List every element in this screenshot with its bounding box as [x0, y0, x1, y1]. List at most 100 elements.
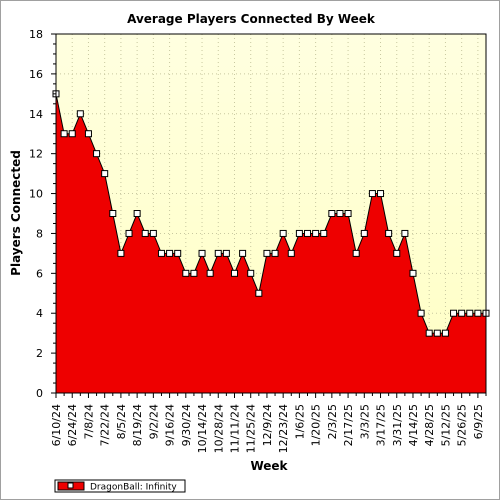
y-tick-label: 14: [29, 108, 43, 121]
data-point: [230, 269, 238, 277]
y-tick-label: 16: [29, 68, 43, 81]
data-point: [206, 269, 214, 277]
x-tick-label: 3/17/25: [375, 404, 388, 446]
data-point: [149, 229, 157, 237]
data-point: [312, 229, 320, 237]
x-axis-ticks: 6/10/24 6/24/24 7/8/24 7/22/24 8/5/24 8/19/24…: [50, 393, 487, 453]
data-point: [466, 309, 474, 317]
data-point: [93, 150, 101, 158]
data-point: [68, 130, 76, 138]
y-tick-label: 6: [36, 267, 43, 280]
data-point: [368, 190, 376, 198]
data-point: [125, 229, 133, 237]
data-point: [295, 229, 303, 237]
y-tick-label: 18: [29, 28, 43, 41]
data-point: [141, 229, 149, 237]
x-tick-label: 8/5/24: [115, 404, 128, 439]
x-tick-label: 11/25/24: [245, 404, 258, 453]
x-tick-label: 5/12/25: [439, 404, 452, 446]
data-point: [190, 269, 198, 277]
data-point: [247, 269, 255, 277]
y-tick-label: 0: [36, 387, 43, 400]
data-point: [76, 110, 84, 118]
data-point: [117, 249, 125, 257]
x-tick-label: 9/2/24: [147, 404, 160, 439]
x-tick-label: 4/28/25: [423, 404, 436, 446]
data-point: [433, 329, 441, 337]
data-point: [441, 329, 449, 337]
data-point: [287, 249, 295, 257]
data-point: [271, 249, 279, 257]
data-point: [239, 249, 247, 257]
y-tick-label: 12: [29, 148, 43, 161]
x-tick-label: 1/6/25: [293, 404, 306, 439]
data-point: [133, 210, 141, 217]
x-tick-label: 3/31/25: [391, 404, 404, 446]
data-point: [450, 309, 458, 317]
data-point: [474, 309, 482, 317]
legend-marker: [67, 482, 74, 489]
x-tick-label: 12/9/24: [261, 404, 274, 446]
data-point: [109, 210, 117, 217]
y-axis-title: Players Connected: [9, 150, 23, 276]
y-tick-label: 4: [36, 307, 43, 320]
x-tick-label: 4/14/25: [407, 404, 420, 446]
data-point: [214, 249, 222, 257]
data-point: [60, 130, 68, 138]
data-point: [157, 249, 165, 257]
data-point: [255, 289, 263, 297]
data-point: [344, 210, 352, 217]
data-point: [377, 190, 385, 198]
x-tick-label: 6/9/25: [472, 404, 485, 439]
y-tick-label: 2: [36, 347, 43, 360]
legend-box: [54, 479, 186, 493]
series-markers: [52, 90, 490, 337]
data-point: [304, 229, 312, 237]
x-tick-label: 8/19/24: [131, 404, 144, 446]
data-point: [409, 269, 417, 277]
x-tick-label: 2/17/25: [342, 404, 355, 446]
data-point: [417, 309, 425, 317]
data-point: [182, 269, 190, 277]
data-point: [352, 249, 360, 257]
y-tick-label: 8: [36, 227, 43, 240]
data-point: [320, 229, 328, 237]
x-tick-label: 3/3/25: [358, 404, 371, 439]
data-point: [425, 329, 433, 337]
x-tick-label: 7/8/24: [82, 404, 95, 439]
y-axis-ticks: 0 2 4 6 8 10 12 14 16 18: [29, 28, 56, 400]
x-tick-label: 2/3/25: [326, 404, 339, 439]
data-point: [101, 170, 109, 178]
data-point: [222, 249, 230, 257]
data-point: [360, 229, 368, 237]
data-point: [198, 249, 206, 257]
data-point: [336, 210, 344, 217]
x-tick-label: 9/16/24: [164, 404, 177, 446]
x-tick-label: 7/22/24: [99, 404, 112, 446]
data-point: [393, 249, 401, 257]
data-point: [385, 229, 393, 237]
data-point: [401, 229, 409, 237]
x-tick-label: 5/26/25: [456, 404, 469, 446]
data-point: [174, 249, 182, 257]
data-point: [458, 309, 466, 317]
data-point: [84, 130, 92, 138]
data-point: [166, 249, 174, 257]
x-tick-label: 10/28/24: [212, 404, 225, 453]
x-tick-label: 6/10/24: [50, 404, 63, 446]
data-point: [328, 210, 336, 217]
x-tick-label: 9/30/24: [180, 404, 193, 446]
chart-title: Average Players Connected By Week: [127, 12, 376, 26]
data-point: [279, 229, 287, 237]
x-tick-label: 1/20/25: [310, 404, 323, 446]
x-tick-label: 10/14/24: [196, 404, 209, 453]
x-axis-title: Week: [250, 459, 288, 473]
x-tick-label: 11/11/24: [228, 404, 241, 453]
legend-label: DragonBall: Infinity: [90, 483, 177, 493]
x-tick-label: 12/23/24: [277, 404, 290, 453]
data-point: [263, 249, 271, 257]
legend: DragonBall: Infinity: [54, 479, 186, 493]
y-tick-label: 10: [29, 188, 43, 201]
